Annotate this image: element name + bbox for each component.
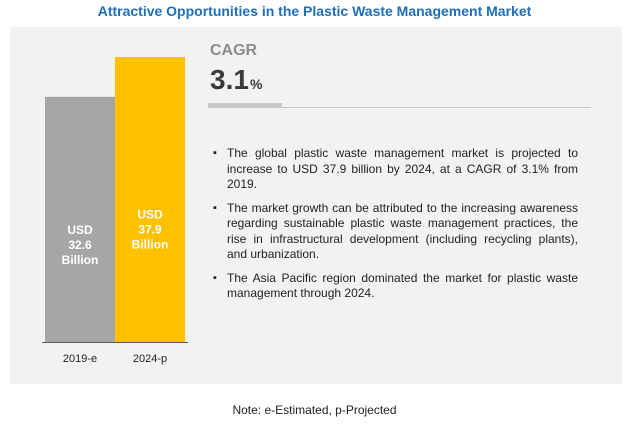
data-label-2019-line-2: 32.6 <box>68 238 92 252</box>
data-label-2024-line-1: USD <box>137 208 163 222</box>
bar-2024 <box>115 57 185 342</box>
divider-line <box>282 107 591 108</box>
cagr-label: CAGR <box>210 42 258 59</box>
data-label-2024-line-2: 37.9 <box>138 223 162 237</box>
key-findings-list: The global plastic waste management mark… <box>213 146 578 310</box>
chart-title: Attractive Opportunities in the Plastic … <box>97 3 532 19</box>
data-label-2024-line-3: Billion <box>132 238 169 252</box>
data-label-2019-line-1: USD <box>67 223 93 237</box>
cagr-value: 3.1% <box>210 64 262 96</box>
cagr-underline <box>208 103 282 108</box>
data-label-2019-line-3: Billion <box>62 253 99 267</box>
cagr-number: 3.1 <box>210 64 249 95</box>
bullet-item-market-size: The global plastic waste management mark… <box>213 146 578 193</box>
x-tick-label-2024: 2024-p <box>133 353 167 365</box>
footnote: Note: e-Estimated, p-Projected <box>232 403 397 417</box>
cagr-unit: % <box>249 76 263 92</box>
bullet-item-growth-drivers: The market growth can be attributed to t… <box>213 201 578 263</box>
x-tick-label-2019: 2019-e <box>63 353 97 365</box>
bar-2019 <box>45 96 115 342</box>
bullet-item-asia-pacific: The Asia Pacific region dominated the ma… <box>213 271 578 302</box>
